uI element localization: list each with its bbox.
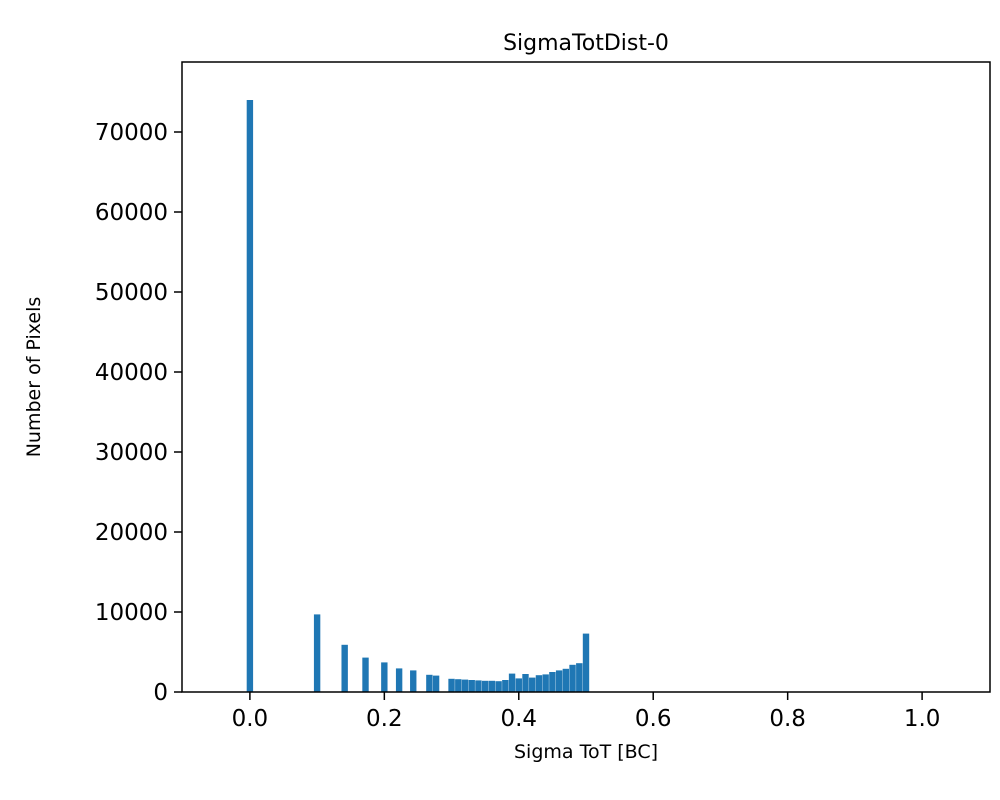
histogram-bar [362, 657, 369, 692]
histogram-bar [522, 674, 529, 692]
histogram-bar [529, 677, 536, 692]
y-tick-label: 20000 [95, 520, 168, 546]
y-tick-label: 40000 [95, 360, 168, 386]
y-tick-label: 0 [153, 680, 168, 706]
histogram-bar [475, 680, 482, 692]
x-tick-label: 0.2 [366, 706, 403, 732]
chart-title: SigmaTotDist-0 [503, 31, 669, 56]
histogram-bar [468, 680, 475, 692]
histogram-bar [562, 668, 570, 692]
histogram-bar [246, 100, 254, 692]
x-axis-tick-labels: 0.0 0.2 0.4 0.6 0.8 1.0 [232, 706, 941, 732]
y-tick-label: 60000 [95, 200, 168, 226]
y-axis-label: Number of Pixels [23, 297, 45, 458]
histogram-bar [426, 674, 433, 692]
histogram-bar [448, 678, 455, 692]
x-tick-label: 1.0 [904, 706, 941, 732]
histogram-bar [582, 633, 590, 692]
x-tick-label: 0.0 [232, 706, 269, 732]
x-tick-label: 0.8 [769, 706, 806, 732]
plot-frame [181, 61, 991, 693]
histogram-bar [481, 680, 489, 692]
x-axis-label: Sigma ToT [BC] [514, 741, 658, 763]
histogram-bar [549, 672, 556, 692]
histogram-bar [495, 681, 502, 692]
histogram-bar [455, 679, 462, 692]
histogram-bar [381, 662, 388, 692]
y-axis-ticks [174, 131, 182, 693]
y-axis-tick-labels: 0 10000 20000 30000 40000 50000 60000 70000 [95, 120, 168, 706]
y-tick-label: 30000 [95, 440, 168, 466]
histogram-bar [515, 678, 522, 692]
histogram-bar [395, 668, 403, 692]
histogram-bar [569, 664, 576, 692]
x-axis-ticks [249, 692, 923, 700]
histogram-bar [313, 614, 321, 692]
histogram-bars [246, 100, 590, 692]
histogram-bar [542, 674, 549, 692]
histogram-bar [461, 679, 469, 692]
histogram-bar [576, 663, 583, 692]
histogram-bar [555, 670, 563, 692]
y-tick-label: 70000 [95, 120, 168, 146]
histogram-bar [410, 670, 417, 692]
histogram-bar [502, 680, 509, 692]
histogram-bar [535, 675, 543, 692]
x-tick-label: 0.4 [500, 706, 537, 732]
x-tick-label: 0.6 [635, 706, 672, 732]
y-tick-label: 50000 [95, 280, 168, 306]
histogram-bar [488, 680, 496, 692]
histogram-bar [432, 675, 440, 692]
histogram-bar [341, 644, 348, 692]
histogram-bar [508, 673, 516, 692]
y-tick-label: 10000 [95, 600, 168, 626]
